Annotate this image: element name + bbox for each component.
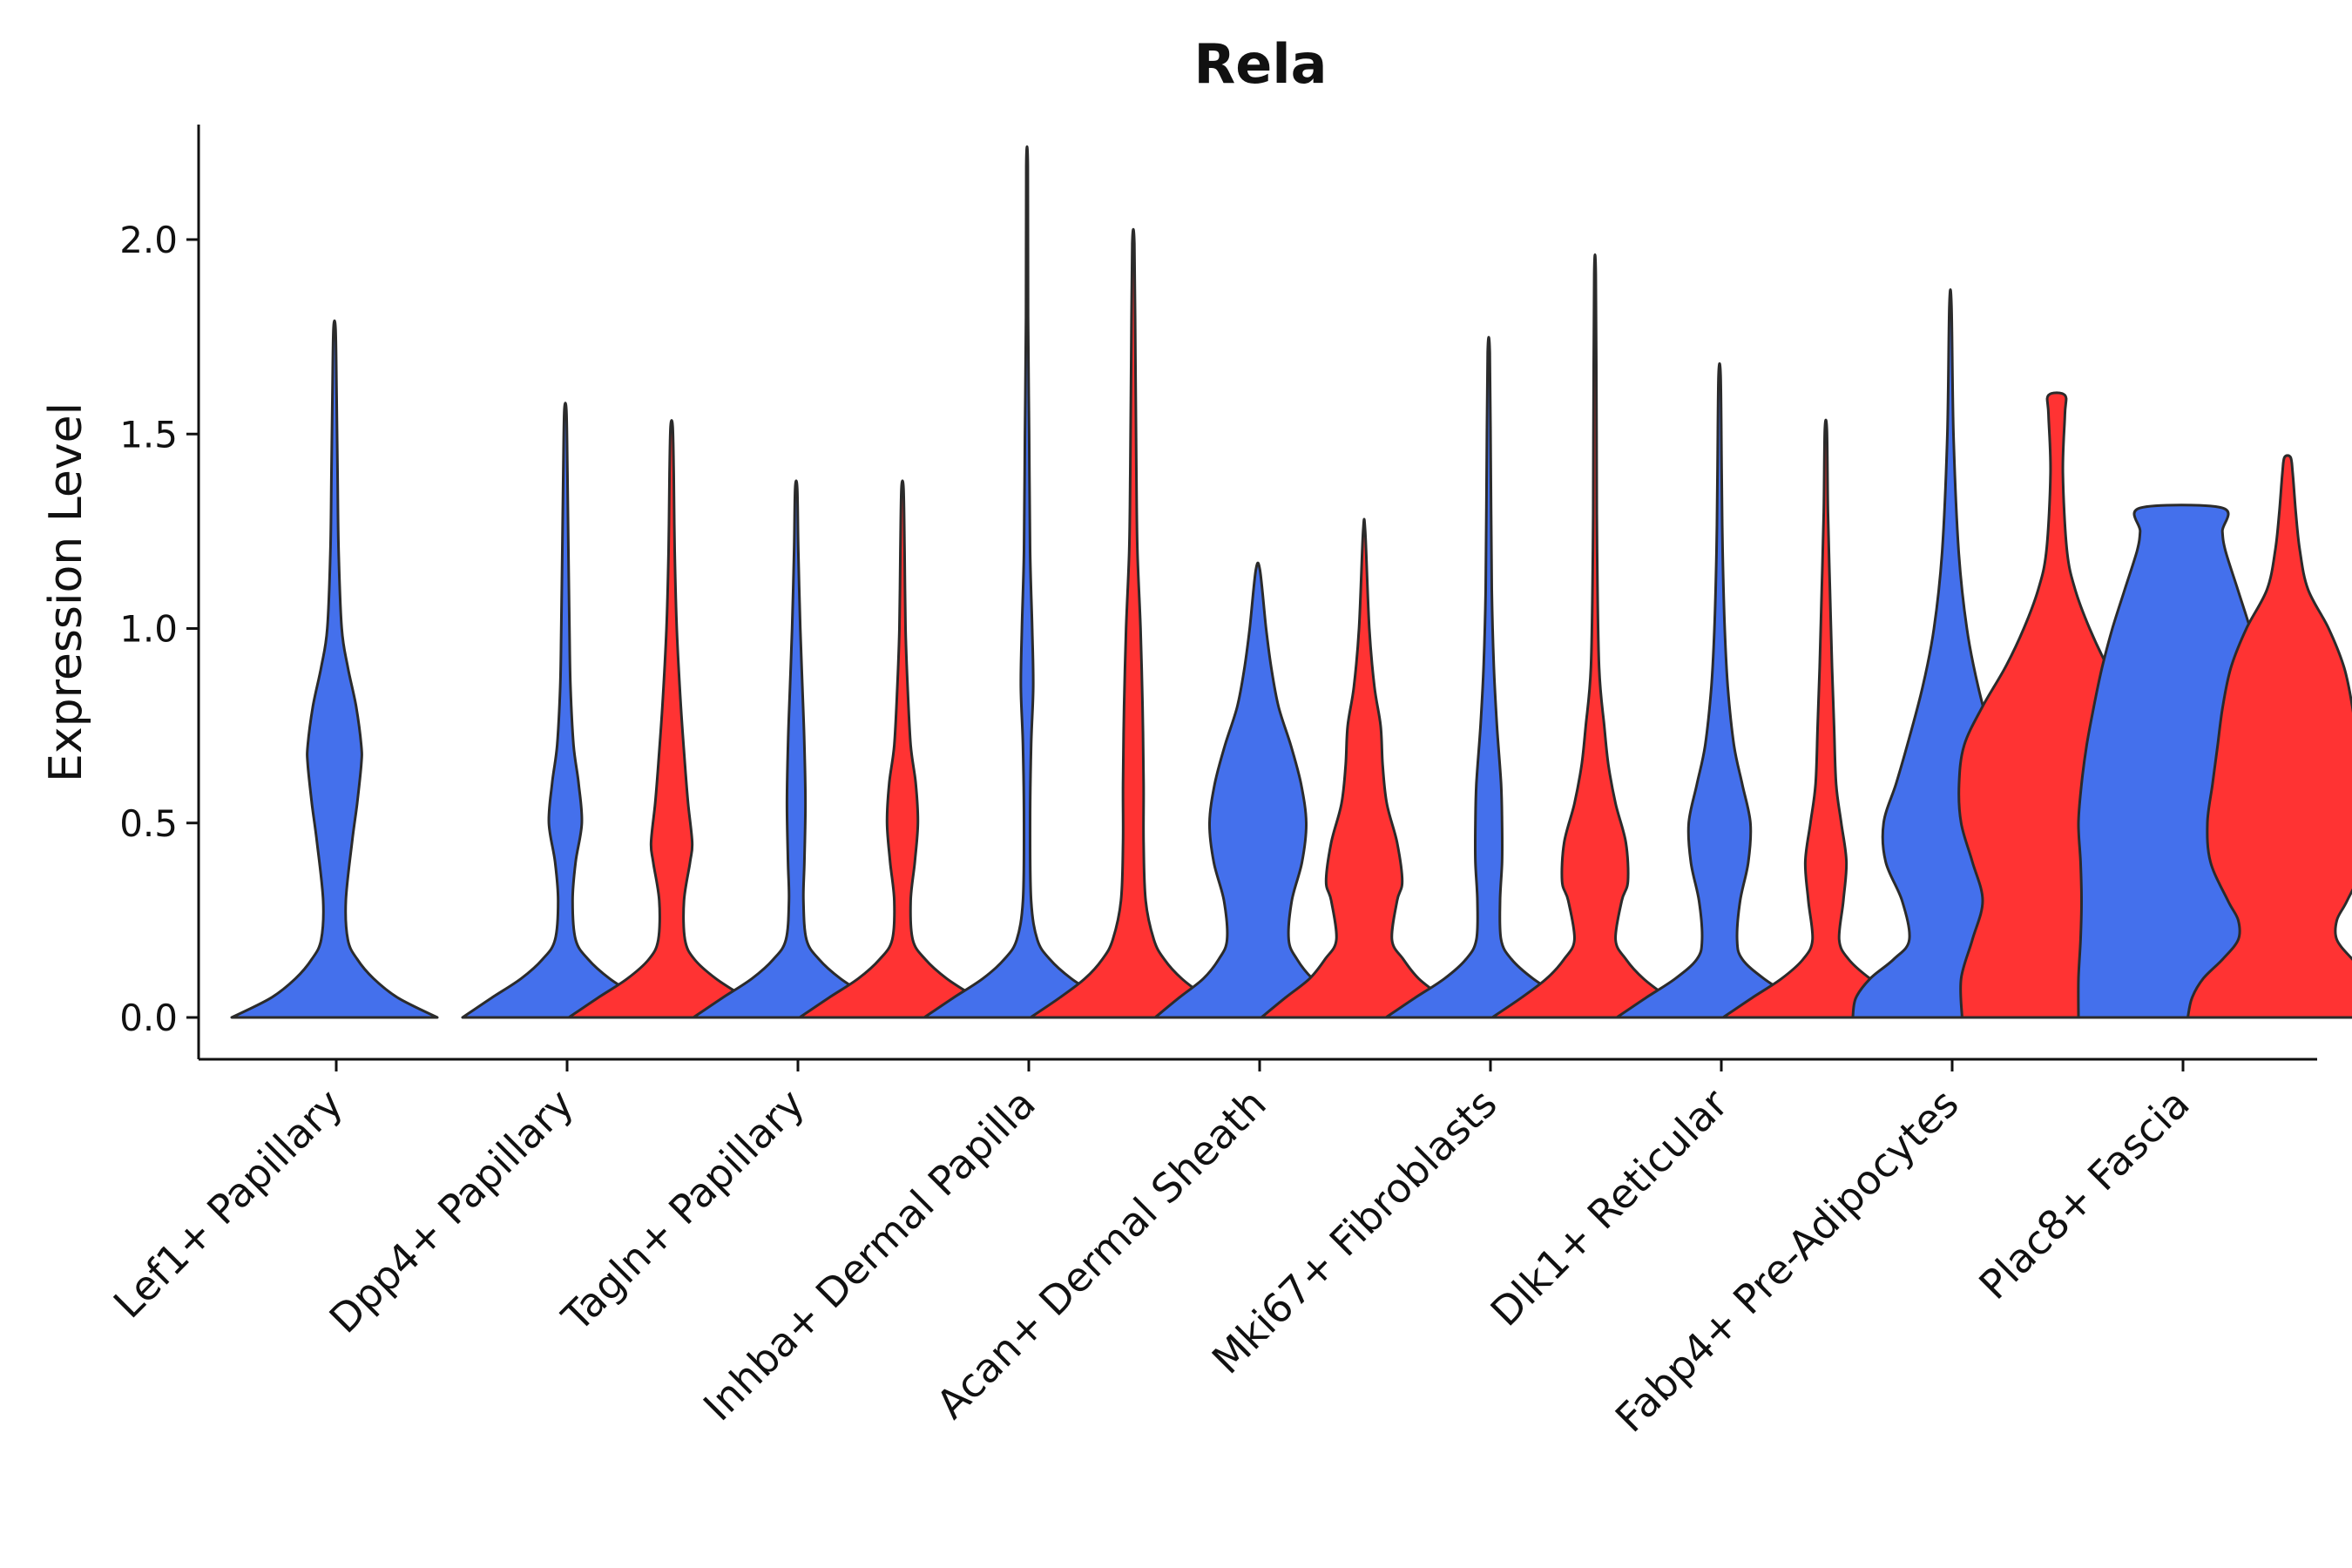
violin-group1-4: [1153, 561, 1362, 1019]
axes: [197, 125, 2317, 1061]
violin-group2-5: [1490, 253, 1700, 1019]
y-axis-label: Expression Level: [40, 402, 92, 782]
violin-group2-2: [798, 479, 1007, 1019]
x-tick-label: Plac8+ Fascia: [1970, 1080, 2198, 1308]
x-tick-label: Dlk1+ Reticular: [1482, 1080, 1737, 1335]
y-ticks: 0.0 0.5 1.0 1.5 2.0: [119, 219, 199, 1039]
violin-group1-2: [692, 479, 901, 1019]
x-tick-label: Lef1+ Papillary: [105, 1080, 352, 1328]
y-tick-label: 1.5: [119, 413, 178, 456]
y-tick-label: 0.0: [119, 997, 178, 1039]
violin-group2-8: [2186, 454, 2352, 1019]
violin-group2-6: [1721, 418, 1930, 1019]
violin-group1-1: [461, 402, 670, 1019]
violin-group2-3: [1029, 227, 1238, 1019]
chart-title: Rela: [1194, 32, 1328, 96]
violin-group1-0: [230, 319, 439, 1019]
x-tick-label: Tagln+ Papillary: [552, 1080, 814, 1342]
y-tick-label: 2.0: [119, 219, 178, 261]
y-tick-label: 0.5: [119, 802, 178, 845]
violin-group2-1: [567, 419, 776, 1019]
violin-group2-4: [1260, 517, 1469, 1019]
x-tick-label: Dpp4+ Papillary: [321, 1080, 583, 1342]
violin-group1-3: [923, 145, 1132, 1019]
violin-group1-5: [1384, 335, 1593, 1019]
violin-group: [230, 145, 2352, 1019]
y-tick-label: 1.0: [119, 608, 178, 651]
violin-group1-6: [1615, 362, 1824, 1019]
